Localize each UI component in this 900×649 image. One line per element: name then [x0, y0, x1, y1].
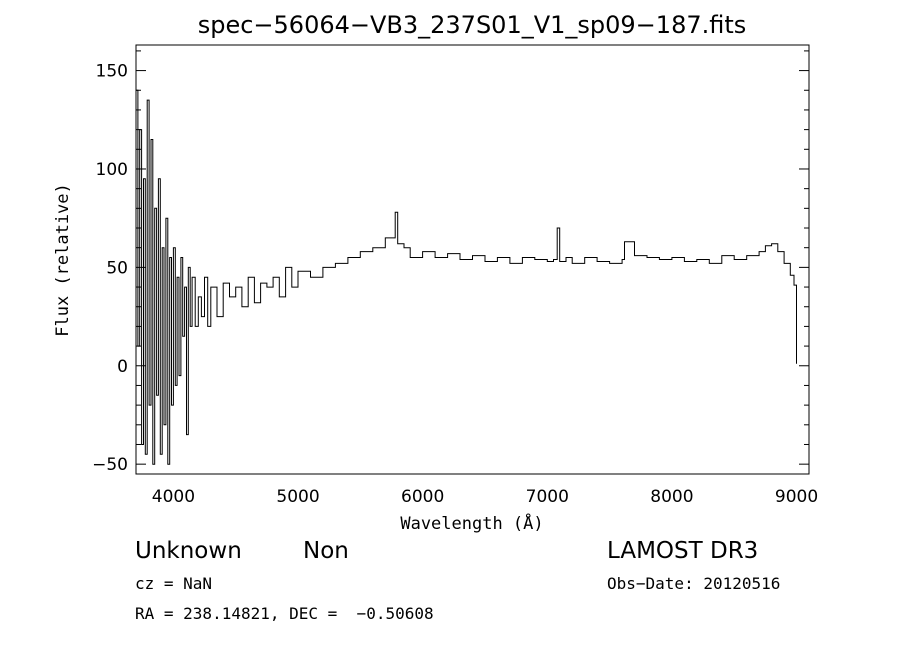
x-tick-label: 7000: [526, 487, 569, 507]
x-tick-label: 8000: [650, 487, 693, 507]
redshift-readout: cz = NaN: [135, 574, 213, 593]
spectral-subclass-label: Non: [303, 538, 349, 564]
x-tick-label: 9000: [775, 487, 818, 507]
x-tick-label: 5000: [276, 487, 319, 507]
chart-title: spec−56064−VB3_237S01_V1_sp09−187.fits: [198, 11, 747, 39]
spectral-class-label: Unknown: [135, 538, 242, 564]
series-group: [136, 89, 797, 465]
plot-axes: [135, 44, 810, 475]
x-axis-ticks: 4000 5000 6000 7000 8000 9000: [152, 487, 818, 507]
survey-label: LAMOST DR3: [607, 538, 759, 564]
obs-date-readout: Obs−Date: 20120516: [607, 574, 781, 593]
y-tick-label: 100: [96, 160, 128, 180]
y-tick-label: 0: [117, 357, 128, 377]
spectrum-line: [136, 89, 797, 465]
plot-frame: [135, 44, 810, 475]
y-tick-label: 150: [96, 62, 128, 82]
y-axis-ticks: −50 0 50 100 150: [92, 50, 809, 475]
x-tick-label: 4000: [152, 487, 195, 507]
y-axis-label: Flux (relative): [53, 183, 73, 337]
coordinates-readout: RA = 238.14821, DEC = −0.50608: [135, 604, 434, 623]
y-tick-label: −50: [92, 455, 128, 475]
x-axis-label: Wavelength (Å): [400, 512, 543, 534]
x-tick-label: 6000: [401, 487, 444, 507]
y-tick-label: 50: [106, 258, 128, 278]
